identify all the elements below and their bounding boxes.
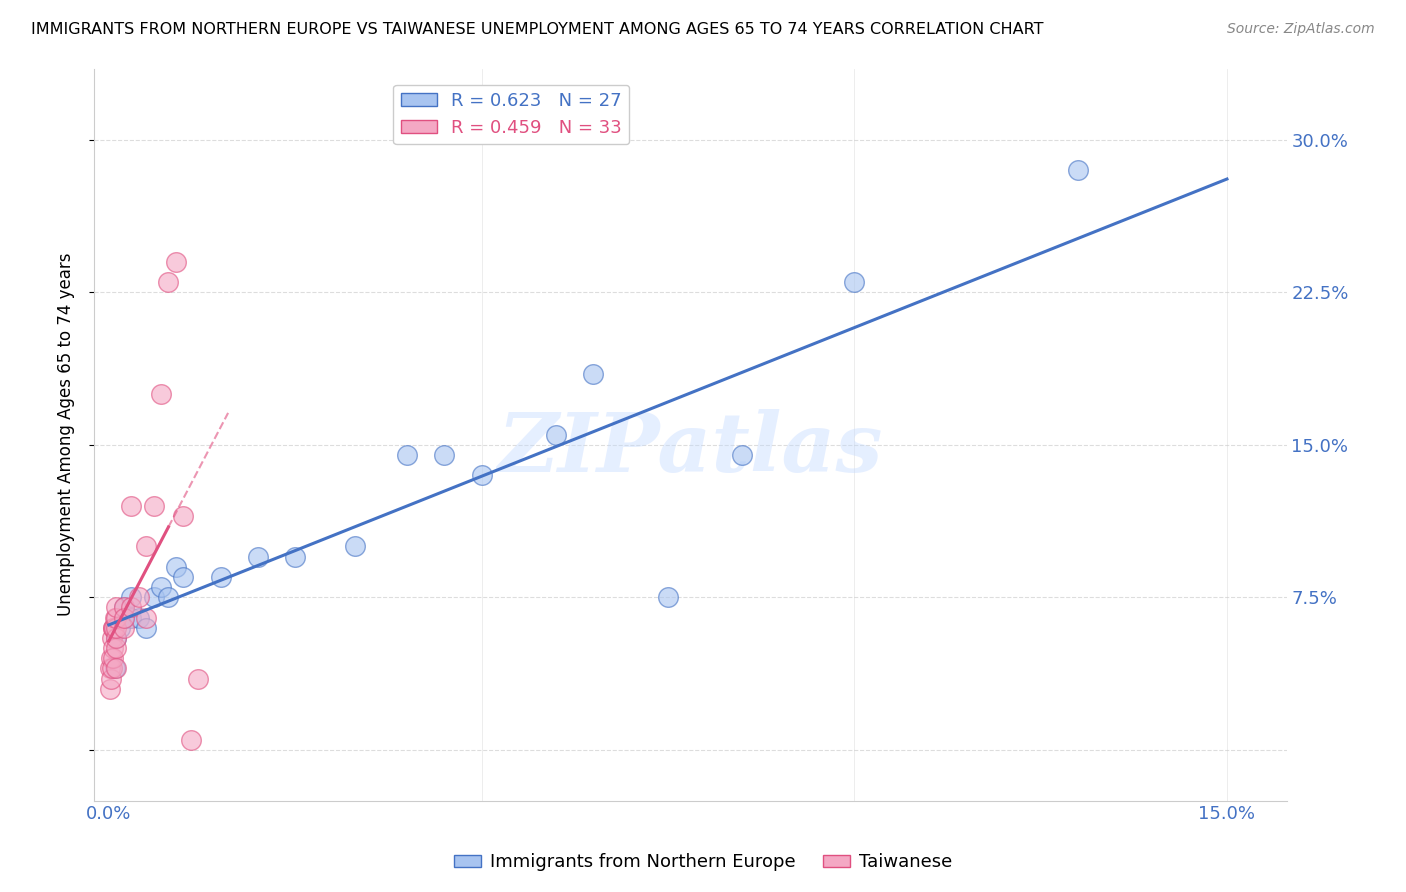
Point	[120, 499, 142, 513]
Y-axis label: Unemployment Among Ages 65 to 74 years: Unemployment Among Ages 65 to 74 years	[58, 252, 75, 616]
Point	[101, 631, 124, 645]
Text: ZIPatlas: ZIPatlas	[498, 409, 883, 489]
Point	[546, 427, 568, 442]
Point	[101, 641, 124, 656]
Legend: R = 0.623   N = 27, R = 0.459   N = 33: R = 0.623 N = 27, R = 0.459 N = 33	[394, 85, 630, 145]
Point	[112, 621, 135, 635]
Point	[112, 610, 135, 624]
Point	[103, 651, 125, 665]
Point	[180, 732, 202, 747]
Point	[844, 275, 866, 289]
Point	[657, 591, 679, 605]
Point	[120, 610, 142, 624]
Point	[98, 681, 121, 696]
Point	[112, 610, 135, 624]
Point	[165, 559, 187, 574]
Point	[246, 549, 269, 564]
Point	[103, 621, 125, 635]
Point	[104, 661, 127, 675]
Legend: Immigrants from Northern Europe, Taiwanese: Immigrants from Northern Europe, Taiwane…	[447, 847, 959, 879]
Point	[135, 610, 157, 624]
Point	[150, 580, 173, 594]
Point	[105, 661, 128, 675]
Point	[105, 631, 128, 645]
Point	[157, 275, 180, 289]
Point	[98, 661, 121, 675]
Point	[101, 621, 124, 635]
Point	[172, 508, 194, 523]
Point	[105, 631, 128, 645]
Point	[128, 591, 150, 605]
Point	[105, 600, 128, 615]
Point	[343, 540, 366, 554]
Point	[142, 499, 165, 513]
Point	[433, 448, 456, 462]
Point	[157, 591, 180, 605]
Point	[731, 448, 754, 462]
Point	[104, 610, 127, 624]
Point	[1067, 163, 1090, 178]
Point	[112, 600, 135, 615]
Point	[135, 540, 157, 554]
Point	[103, 621, 125, 635]
Point	[142, 591, 165, 605]
Text: Source: ZipAtlas.com: Source: ZipAtlas.com	[1227, 22, 1375, 37]
Point	[135, 621, 157, 635]
Point	[582, 367, 605, 381]
Point	[209, 570, 232, 584]
Point	[105, 641, 128, 656]
Point	[100, 651, 122, 665]
Point	[105, 610, 128, 624]
Point	[112, 600, 135, 615]
Point	[470, 468, 492, 483]
Point	[120, 591, 142, 605]
Point	[284, 549, 307, 564]
Point	[172, 570, 194, 584]
Point	[150, 387, 173, 401]
Point	[100, 672, 122, 686]
Point	[101, 661, 124, 675]
Point	[187, 672, 209, 686]
Point	[105, 621, 128, 635]
Text: IMMIGRANTS FROM NORTHERN EUROPE VS TAIWANESE UNEMPLOYMENT AMONG AGES 65 TO 74 YE: IMMIGRANTS FROM NORTHERN EUROPE VS TAIWA…	[31, 22, 1043, 37]
Point	[165, 254, 187, 268]
Point	[128, 610, 150, 624]
Point	[120, 600, 142, 615]
Point	[395, 448, 418, 462]
Point	[108, 621, 131, 635]
